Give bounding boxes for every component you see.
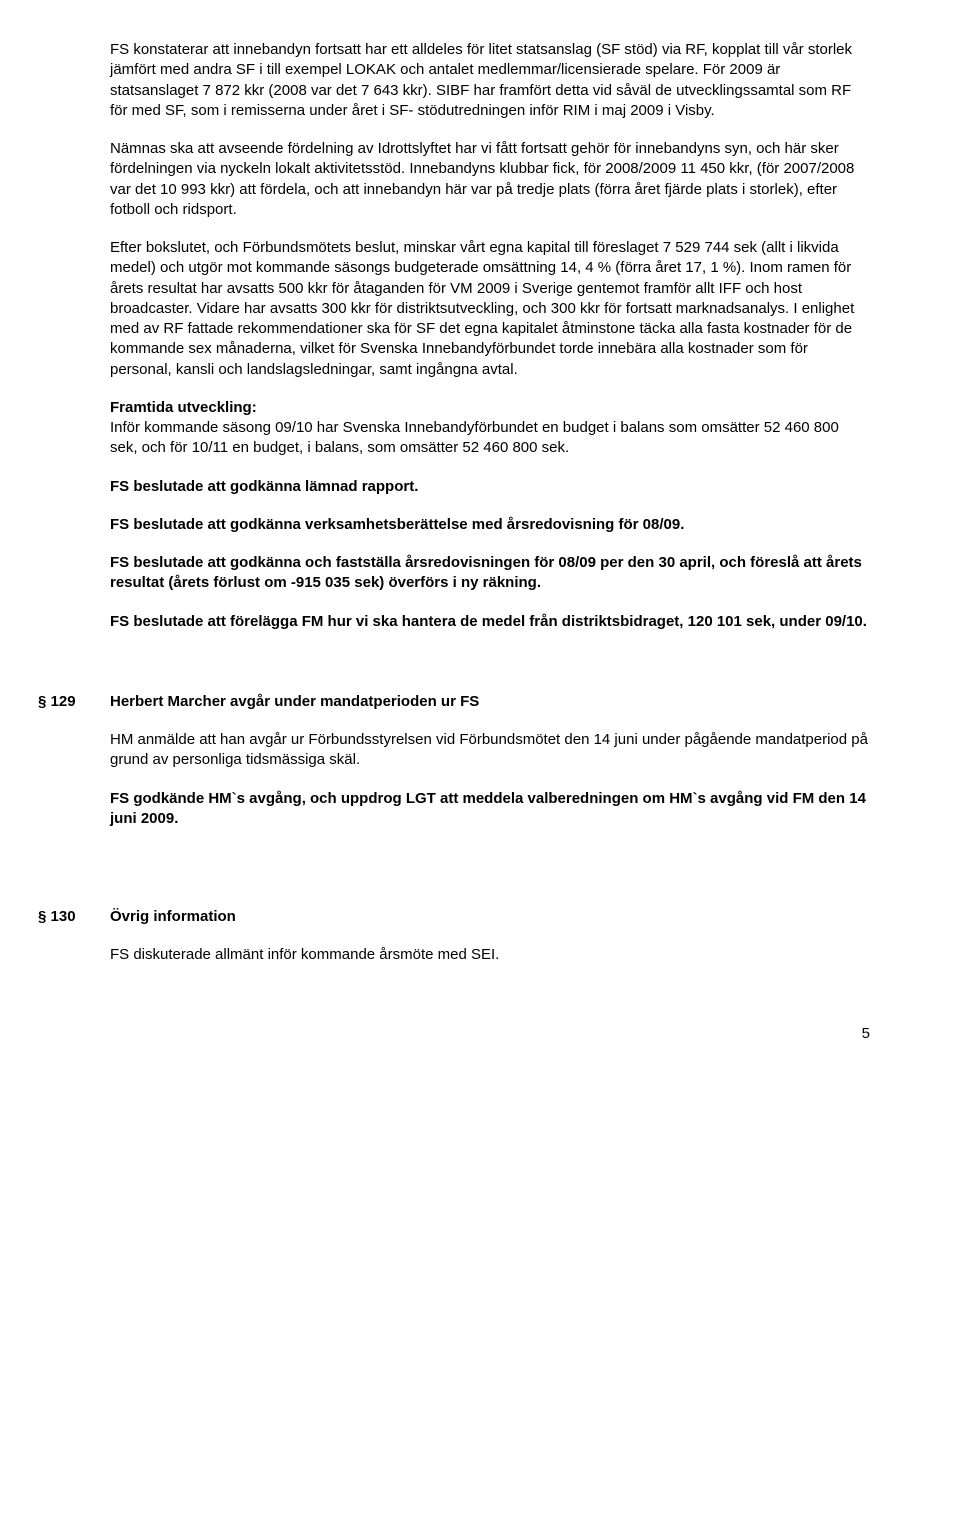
paragraph-1: FS konstaterar att innebandyn fortsatt h… xyxy=(110,40,870,121)
section-130-num: § 130 xyxy=(38,907,110,927)
section-130: § 130 Övrig information FS diskuterade a… xyxy=(110,907,870,984)
section-129-bold: FS godkände HM`s avgång, och uppdrog LGT… xyxy=(110,789,870,830)
section-129-title: Herbert Marcher avgår under mandatperiod… xyxy=(110,692,870,712)
page-number: 5 xyxy=(110,1024,870,1044)
paragraph-4: Framtida utveckling: Inför kommande säso… xyxy=(110,398,870,459)
paragraph-3: Efter bokslutet, och Förbundsmötets besl… xyxy=(110,238,870,380)
decision-2: FS beslutade att godkänna verksamhetsber… xyxy=(110,515,870,535)
section-129-num: § 129 xyxy=(38,692,110,712)
decision-4: FS beslutade att förelägga FM hur vi ska… xyxy=(110,612,870,632)
paragraph-2: Nämnas ska att avseende fördelning av Id… xyxy=(110,139,870,220)
section-130-title: Övrig information xyxy=(110,907,870,927)
decision-3: FS beslutade att godkänna och fastställa… xyxy=(110,553,870,594)
section-130-body: FS diskuterade allmänt inför kommande år… xyxy=(110,945,870,965)
decision-1: FS beslutade att godkänna lämnad rapport… xyxy=(110,477,870,497)
future-dev-label: Framtida utveckling: xyxy=(110,399,257,416)
section-129: § 129 Herbert Marcher avgår under mandat… xyxy=(110,692,870,847)
section-129-body: HM anmälde att han avgår ur Förbundsstyr… xyxy=(110,730,870,771)
future-dev-body: Inför kommande säsong 09/10 har Svenska … xyxy=(110,419,839,456)
